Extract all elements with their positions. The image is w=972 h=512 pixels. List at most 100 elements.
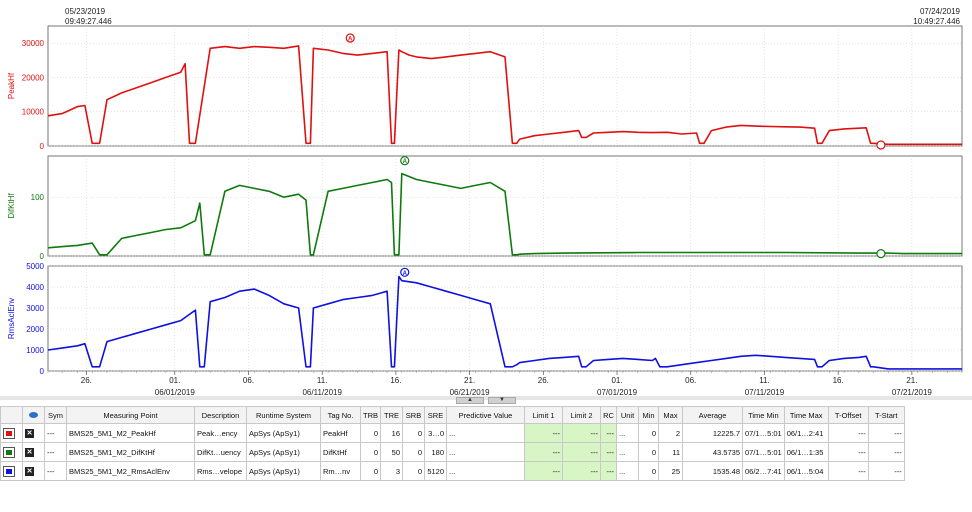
visibility-toggle-icon[interactable]: ✕ xyxy=(25,467,34,476)
x-date-label: 06/01/2019 xyxy=(155,388,196,397)
cell-description: Rms…velope xyxy=(194,461,247,481)
plot-area xyxy=(47,155,963,257)
cell-rc: --- xyxy=(600,461,617,481)
splitter[interactable] xyxy=(0,396,972,400)
visibility-toggle-icon[interactable]: ✕ xyxy=(25,448,34,457)
cell-measuring-point: BMS25_5M1_M2_PeakHf xyxy=(66,423,195,443)
cell-t-start: --- xyxy=(867,461,905,481)
col-header-time-max[interactable]: Time Max xyxy=(783,406,829,424)
y-tick-label: 20000 xyxy=(22,73,45,82)
col-header-icon xyxy=(0,406,23,424)
cell-runtime-system: ApSys (ApSy1) xyxy=(246,461,321,481)
series-line xyxy=(47,275,962,370)
cell-limit2: --- xyxy=(562,461,601,481)
x-tick-label: 26. xyxy=(538,376,549,385)
col-header-limit1[interactable]: Limit 1 xyxy=(524,406,563,424)
cell-tag-no: PeakHf xyxy=(320,423,361,443)
cell-predictive-value: ... xyxy=(446,423,525,443)
cell-t-offset: --- xyxy=(827,442,869,462)
extreme-marker xyxy=(876,140,886,150)
col-header-sym[interactable]: Sym xyxy=(44,406,67,424)
extreme-marker xyxy=(400,156,410,166)
col-header-predictive-value[interactable]: Predictive Value xyxy=(446,406,525,424)
cell-average: 12225.7 xyxy=(682,423,743,443)
cell-min: 0 xyxy=(638,423,659,443)
y-tick-label: 10000 xyxy=(22,108,45,117)
trend-chart[interactable]: 0 10000 20000 30000 PeakHf A 0 100 DifKtHf A 0 1000… xyxy=(0,0,972,400)
chart-color-icon[interactable] xyxy=(3,446,15,458)
chart-color-icon[interactable] xyxy=(3,427,15,439)
x-date-label: 06/11/2019 xyxy=(302,388,342,397)
x-date-label: 07/21/2019 xyxy=(892,388,933,397)
table-row[interactable]: ✕ --- BMS25_5M1_M2_DifKtHf DifKt…uency ApSys… xyxy=(0,442,905,462)
cell-average: 1535.48 xyxy=(682,461,743,481)
row-type-cell xyxy=(0,461,23,481)
extreme-marker xyxy=(400,267,410,277)
cell-measuring-point: BMS25_5M1_M2_DifKtHf xyxy=(66,442,195,462)
y-tick-label: 2000 xyxy=(26,325,44,334)
cell-sym: --- xyxy=(44,423,67,443)
col-header-limit2[interactable]: Limit 2 xyxy=(562,406,601,424)
x-date-label: 07/01/2019 xyxy=(597,388,638,397)
collapse-up-button[interactable]: ▲ xyxy=(456,397,484,404)
col-header-t-offset[interactable]: T-Offset xyxy=(827,406,869,424)
x-tick-label: 26. xyxy=(81,376,92,385)
start-time: 09:49:27.446 xyxy=(65,17,112,26)
y-tick-label: 4000 xyxy=(26,283,44,292)
col-header-max[interactable]: Max xyxy=(658,406,683,424)
collapse-down-button[interactable]: ▼ xyxy=(488,397,516,404)
extreme-marker xyxy=(345,33,355,43)
cell-srb: 0 xyxy=(402,442,425,462)
cell-rc: --- xyxy=(600,423,617,443)
col-header-tag-no[interactable]: Tag No. xyxy=(320,406,361,424)
x-date-label: 06/21/2019 xyxy=(450,388,491,397)
y-tick-label: 30000 xyxy=(22,39,45,48)
y-tick-label: 0 xyxy=(40,142,45,151)
cell-limit1: --- xyxy=(524,442,563,462)
col-header-average[interactable]: Average xyxy=(682,406,743,424)
col-header-unit[interactable]: Unit xyxy=(616,406,639,424)
cell-limit2: --- xyxy=(562,423,601,443)
cell-time-min: 07/1…5:01 xyxy=(742,442,785,462)
extreme-marker-label: A xyxy=(348,37,353,43)
end-time: 10:49:27.446 xyxy=(913,17,960,26)
cell-limit1: --- xyxy=(524,461,563,481)
visibility-toggle-icon[interactable]: ✕ xyxy=(25,429,34,438)
cell-limit2: --- xyxy=(562,442,601,462)
x-date-label: 07/11/2019 xyxy=(745,388,785,397)
cell-trb: 0 xyxy=(360,423,381,443)
cell-runtime-system: ApSys (ApSy1) xyxy=(246,423,321,443)
extreme-marker-label: A xyxy=(403,271,408,277)
row-visibility-cell: ✕ xyxy=(22,423,45,443)
cell-tre: 16 xyxy=(380,423,403,443)
col-header-trb[interactable]: TRB xyxy=(360,406,381,424)
cell-tag-no: Rm…nv xyxy=(320,461,361,481)
col-header-measuring-point[interactable]: Measuring Point xyxy=(66,406,195,424)
plot-area xyxy=(47,25,963,147)
cell-t-start: --- xyxy=(867,442,905,462)
y-tick-label: 1000 xyxy=(26,346,44,355)
col-header-t-start[interactable]: T-Start xyxy=(867,406,905,424)
col-header-runtime-system[interactable]: Runtime System xyxy=(246,406,321,424)
cell-t-offset: --- xyxy=(827,461,869,481)
table-row[interactable]: ✕ --- BMS25_5M1_M2_PeakHf Peak…ency ApSys (A… xyxy=(0,423,905,443)
col-header-tre[interactable]: TRE xyxy=(380,406,403,424)
x-tick-label: 06. xyxy=(243,376,254,385)
table-row[interactable]: ✕ --- BMS25_5M1_M2_RmsAclEnv Rms…velope ApSy… xyxy=(0,461,905,481)
col-header-min[interactable]: Min xyxy=(638,406,659,424)
cell-unit: ... xyxy=(616,442,639,462)
chart-color-icon[interactable] xyxy=(3,465,15,477)
col-header-sre[interactable]: SRE xyxy=(424,406,447,424)
cell-tre: 50 xyxy=(380,442,403,462)
cell-description: DifKt…uency xyxy=(194,442,247,462)
cell-measuring-point: BMS25_5M1_M2_RmsAclEnv xyxy=(66,461,195,481)
col-header-description[interactable]: Description xyxy=(194,406,247,424)
plot-area xyxy=(47,265,963,372)
col-header-visibility[interactable] xyxy=(22,406,45,424)
y-tick-label: 0 xyxy=(40,252,45,261)
x-tick-label: 21. xyxy=(464,376,475,385)
col-header-rc[interactable]: RC xyxy=(600,406,617,424)
cell-sre: 5120 xyxy=(424,461,447,481)
col-header-srb[interactable]: SRB xyxy=(402,406,425,424)
col-header-time-min[interactable]: Time Min xyxy=(742,406,785,424)
